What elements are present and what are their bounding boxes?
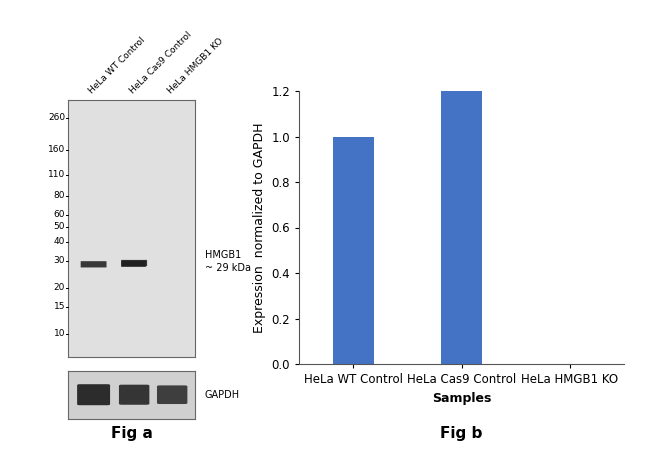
Text: 80: 80	[53, 192, 65, 200]
X-axis label: Samples: Samples	[432, 392, 491, 404]
Text: 50: 50	[53, 222, 65, 232]
Text: HeLa WT Control: HeLa WT Control	[87, 35, 147, 96]
Bar	[441, 91, 482, 364]
FancyBboxPatch shape	[122, 261, 146, 267]
Text: HeLa Cas9 Control: HeLa Cas9 Control	[128, 30, 193, 96]
Text: GAPDH: GAPDH	[205, 390, 240, 399]
FancyBboxPatch shape	[119, 384, 150, 405]
Text: 20: 20	[53, 283, 65, 292]
FancyBboxPatch shape	[157, 385, 187, 404]
Text: Fig b: Fig b	[440, 426, 483, 441]
Text: 30: 30	[53, 256, 65, 265]
Text: 40: 40	[53, 237, 65, 246]
Text: 60: 60	[53, 210, 65, 219]
Text: 110: 110	[47, 170, 65, 179]
Text: 15: 15	[53, 302, 65, 311]
Text: ~ 29 kDa: ~ 29 kDa	[205, 263, 251, 273]
FancyBboxPatch shape	[122, 260, 147, 266]
Text: 10: 10	[53, 329, 65, 338]
Y-axis label: Expression  normalized to GAPDH: Expression normalized to GAPDH	[253, 122, 266, 333]
Text: Fig a: Fig a	[111, 426, 153, 441]
FancyBboxPatch shape	[77, 384, 110, 405]
FancyBboxPatch shape	[81, 261, 107, 268]
Bar	[333, 136, 374, 364]
Text: 160: 160	[47, 146, 65, 154]
Text: 260: 260	[48, 113, 65, 122]
Text: HeLa HMGB1 KO: HeLa HMGB1 KO	[166, 36, 225, 96]
Text: HMGB1: HMGB1	[205, 250, 241, 260]
